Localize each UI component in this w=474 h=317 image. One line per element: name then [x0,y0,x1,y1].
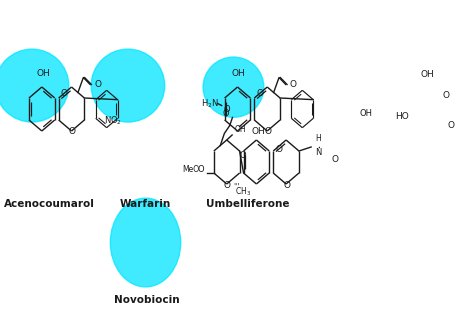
Text: O: O [290,80,297,89]
Text: O: O [447,121,455,130]
Text: O: O [198,165,204,174]
Text: OH: OH [232,69,246,78]
Text: NO$_2$: NO$_2$ [104,114,122,126]
Text: O: O [256,88,264,98]
Text: ''': ''' [234,183,240,192]
Text: MeO: MeO [182,165,199,174]
Text: OH: OH [36,69,50,78]
Text: O: O [224,105,230,114]
Text: O: O [442,91,449,100]
Text: OH: OH [235,125,246,134]
Ellipse shape [91,49,165,122]
Text: H$_2$N: H$_2$N [201,97,219,110]
Text: O: O [332,155,339,164]
Text: Umbelliferone: Umbelliferone [206,199,290,210]
Text: CH$_3$: CH$_3$ [235,186,251,198]
Text: O: O [222,108,229,118]
Text: O: O [283,182,290,191]
Text: Novobiocin: Novobiocin [114,294,180,305]
Text: Warfarin: Warfarin [120,199,171,210]
Text: O: O [224,182,231,191]
Text: O: O [69,126,76,135]
Text: Acenocoumarol: Acenocoumarol [4,199,95,210]
Text: O: O [94,80,101,89]
Text: HO: HO [395,112,409,121]
Text: OH: OH [252,126,265,135]
Text: OH: OH [359,109,373,118]
Text: OH: OH [420,70,434,79]
Ellipse shape [110,198,181,287]
Text: N: N [315,148,321,157]
Ellipse shape [0,49,69,122]
Ellipse shape [203,57,264,117]
Text: O: O [239,151,246,159]
Text: O: O [264,126,272,135]
Text: H: H [315,134,321,143]
Text: O: O [276,145,283,153]
Text: O: O [61,88,68,98]
